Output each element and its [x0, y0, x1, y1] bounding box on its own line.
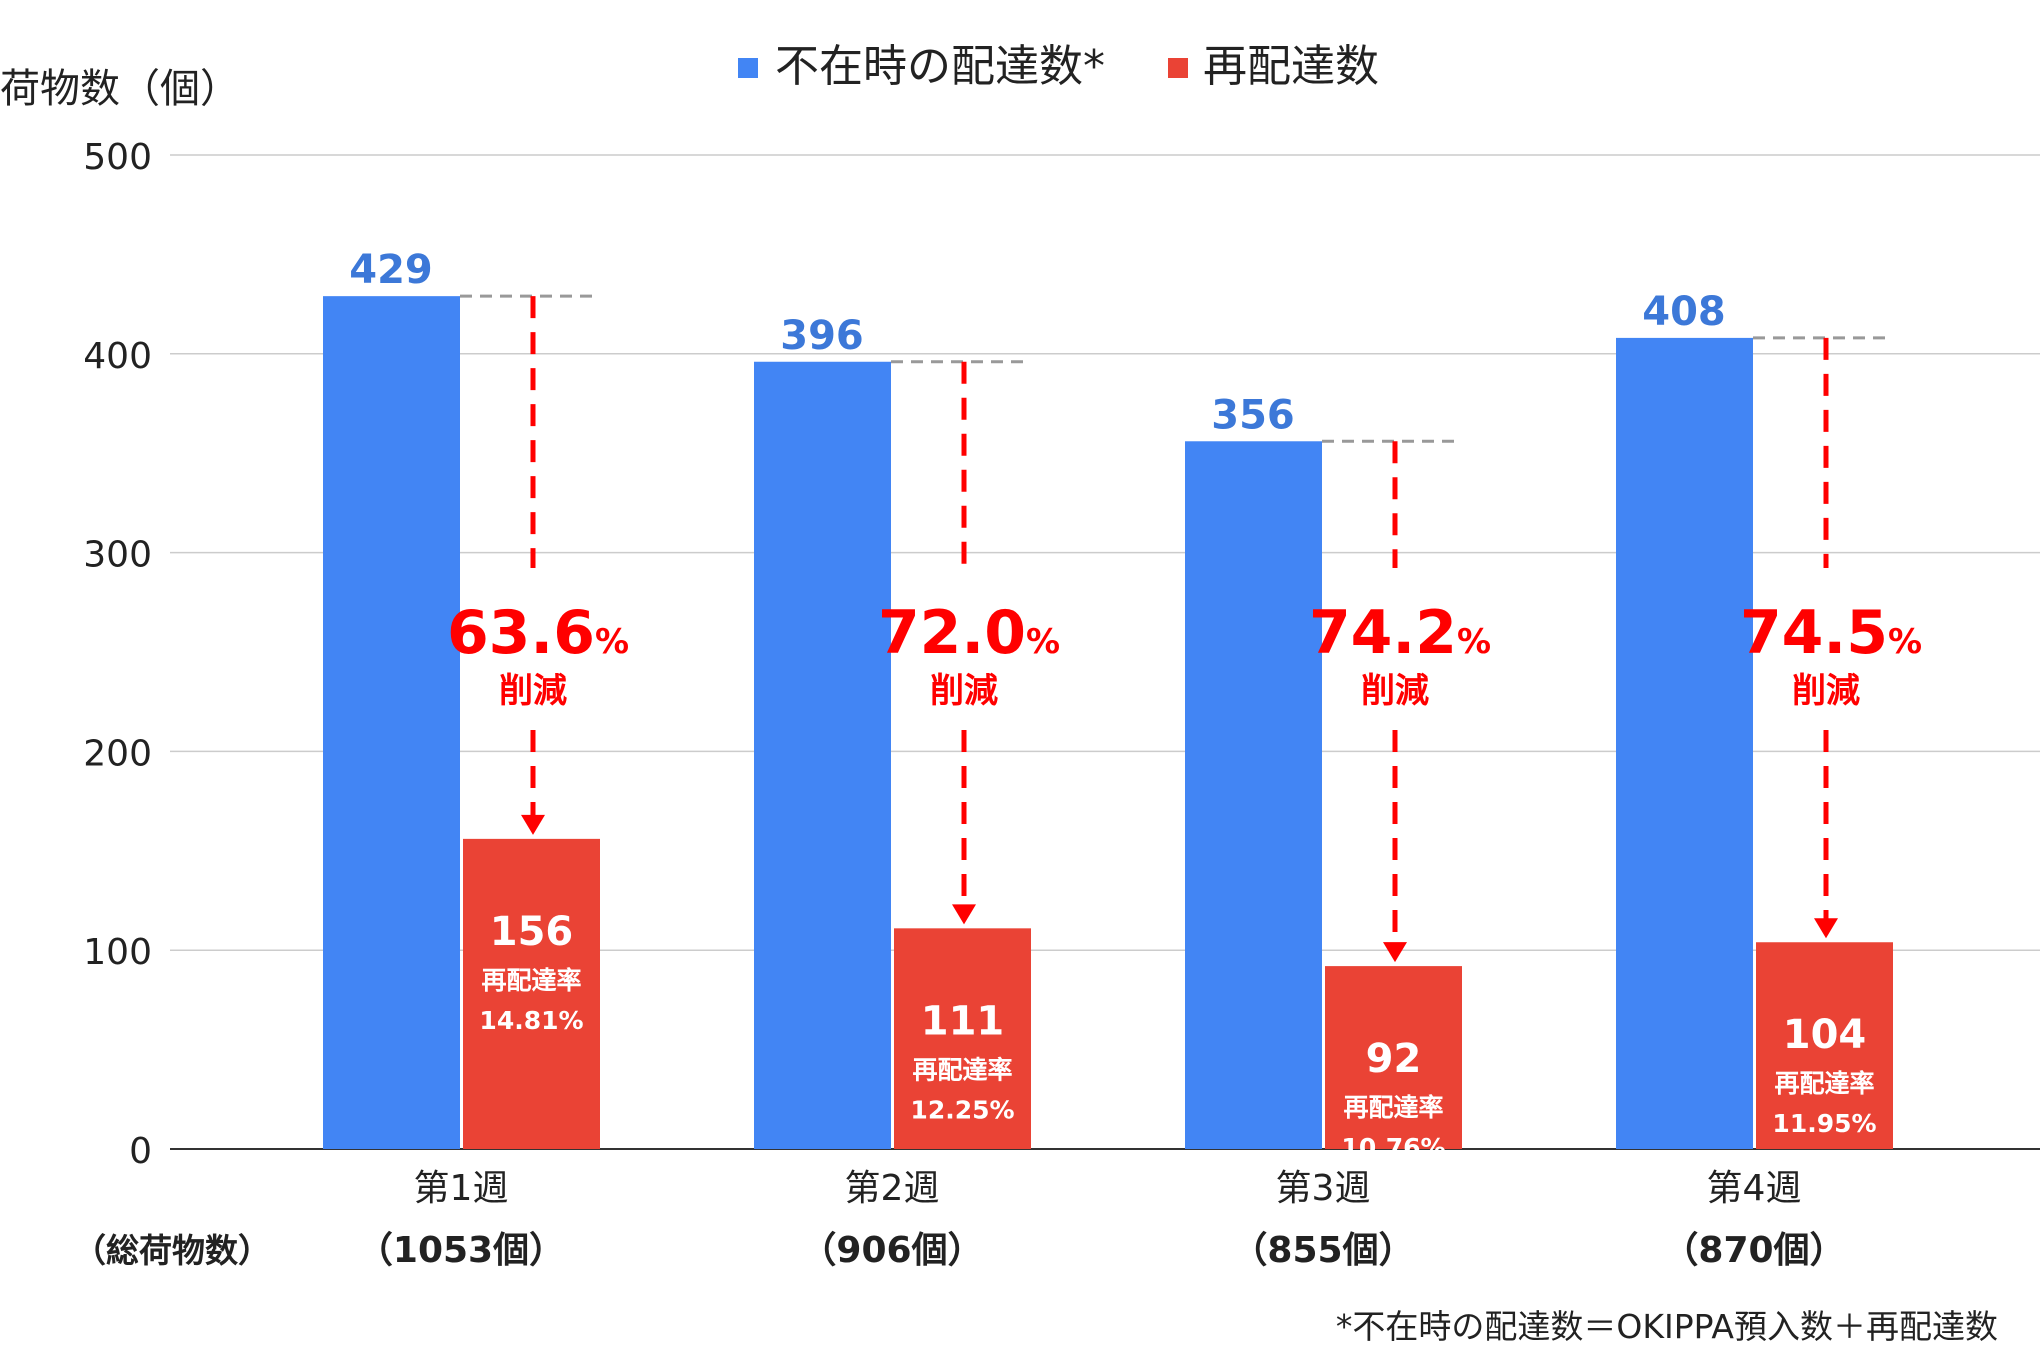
y-tick-label: 0 — [129, 1131, 152, 1172]
legend: 不在時の配達数* 再配達数 — [738, 41, 1379, 92]
reduction-value: 74.2 — [1309, 598, 1457, 668]
bar-absent — [1185, 441, 1322, 1150]
data-label-absent: 408 — [1642, 289, 1726, 335]
x-tick-label: 第2週 — [845, 1168, 940, 1209]
y-tick-label: 500 — [83, 137, 152, 178]
reduction-label: 削減 — [930, 671, 998, 711]
category-total-label: （870個） — [1662, 1230, 1845, 1271]
reduction-percentage: 72.0% — [878, 598, 1060, 668]
category-total-label: （1053個） — [357, 1230, 565, 1271]
reduction-percent-sign: % — [595, 622, 629, 662]
bar-redelivery — [463, 838, 600, 1149]
reduction-label: 削減 — [499, 671, 567, 711]
x-tick-label: 第4週 — [1707, 1168, 1802, 1209]
data-label-redelivery: 111 — [921, 998, 1005, 1044]
y-axis-label: 荷物数（個） — [0, 66, 240, 112]
reduction-percentage: 63.6% — [447, 598, 629, 668]
x-axis: 第1週 （1053個） 第2週 （906個） 第3週 （855個） 第4週 （870個） （総荷… — [73, 1168, 1846, 1271]
y-tick-label: 400 — [83, 336, 152, 377]
data-label-absent: 429 — [349, 247, 433, 293]
data-label-absent: 396 — [780, 313, 864, 359]
y-tick-label: 200 — [83, 733, 152, 774]
redelivery-rate-value: 12.25% — [910, 1095, 1014, 1124]
legend-label-absent: 不在時の配達数* — [775, 41, 1105, 92]
reduction-label: 削減 — [1361, 671, 1429, 711]
redelivery-rate-value: 11.95% — [1772, 1109, 1876, 1138]
data-label-redelivery: 104 — [1783, 1012, 1867, 1058]
bar-absent — [754, 361, 891, 1149]
reduction-label: 削減 — [1792, 671, 1860, 711]
bar-redelivery — [1756, 942, 1893, 1149]
reduction-percent-sign: % — [1888, 622, 1922, 662]
reduction-percentage: 74.2% — [1309, 598, 1491, 668]
reduction-percent-sign: % — [1026, 622, 1060, 662]
total-row-label: （総荷物数） — [73, 1231, 271, 1270]
reduction-value: 72.0 — [878, 598, 1026, 668]
reduction-arrow-head — [1383, 942, 1407, 963]
redelivery-rate-label: 再配達率 — [912, 1055, 1012, 1084]
category-total-label: （906個） — [800, 1230, 983, 1271]
legend-swatch-absent — [738, 58, 758, 78]
redelivery-rate-value: 10.76% — [1341, 1133, 1445, 1162]
reduction-arrow-head — [1814, 918, 1838, 939]
data-label-absent: 356 — [1211, 392, 1295, 438]
redelivery-rate-label: 再配達率 — [1774, 1069, 1874, 1098]
bar-redelivery — [1325, 966, 1462, 1149]
bars: 429 156 再配達率 14.81% 396 111 再配達率 12.25% 356 92 再配達… — [323, 247, 1893, 1162]
reduction-value: 74.5 — [1740, 598, 1888, 668]
bar-redelivery — [894, 928, 1031, 1149]
reduction-percent-sign: % — [1457, 622, 1491, 662]
redelivery-rate-label: 再配達率 — [481, 966, 581, 995]
category-total-label: （855個） — [1231, 1230, 1414, 1271]
footnote: *不在時の配達数＝OKIPPA預入数＋再配達数 — [1336, 1307, 1998, 1346]
reduction-percentage: 74.5% — [1740, 598, 1922, 668]
y-axis: 0 100 200 300 400 500 — [83, 137, 152, 1172]
redelivery-rate-value: 14.81% — [479, 1006, 583, 1035]
reduction-arrow-head — [521, 814, 545, 835]
x-tick-label: 第1週 — [414, 1168, 509, 1209]
redelivery-rate-label: 再配達率 — [1343, 1093, 1443, 1122]
y-tick-label: 100 — [83, 932, 152, 973]
x-tick-label: 第3週 — [1276, 1168, 1371, 1209]
data-label-redelivery: 156 — [490, 909, 574, 955]
bar-absent — [323, 296, 460, 1149]
legend-swatch-redelivery — [1168, 58, 1188, 78]
data-label-redelivery: 92 — [1366, 1036, 1422, 1082]
reduction-arrow-head — [952, 904, 976, 925]
bar-absent — [1616, 337, 1753, 1149]
y-tick-label: 300 — [83, 535, 152, 576]
reduction-value: 63.6 — [447, 598, 595, 668]
legend-label-redelivery: 再配達数 — [1203, 41, 1379, 92]
